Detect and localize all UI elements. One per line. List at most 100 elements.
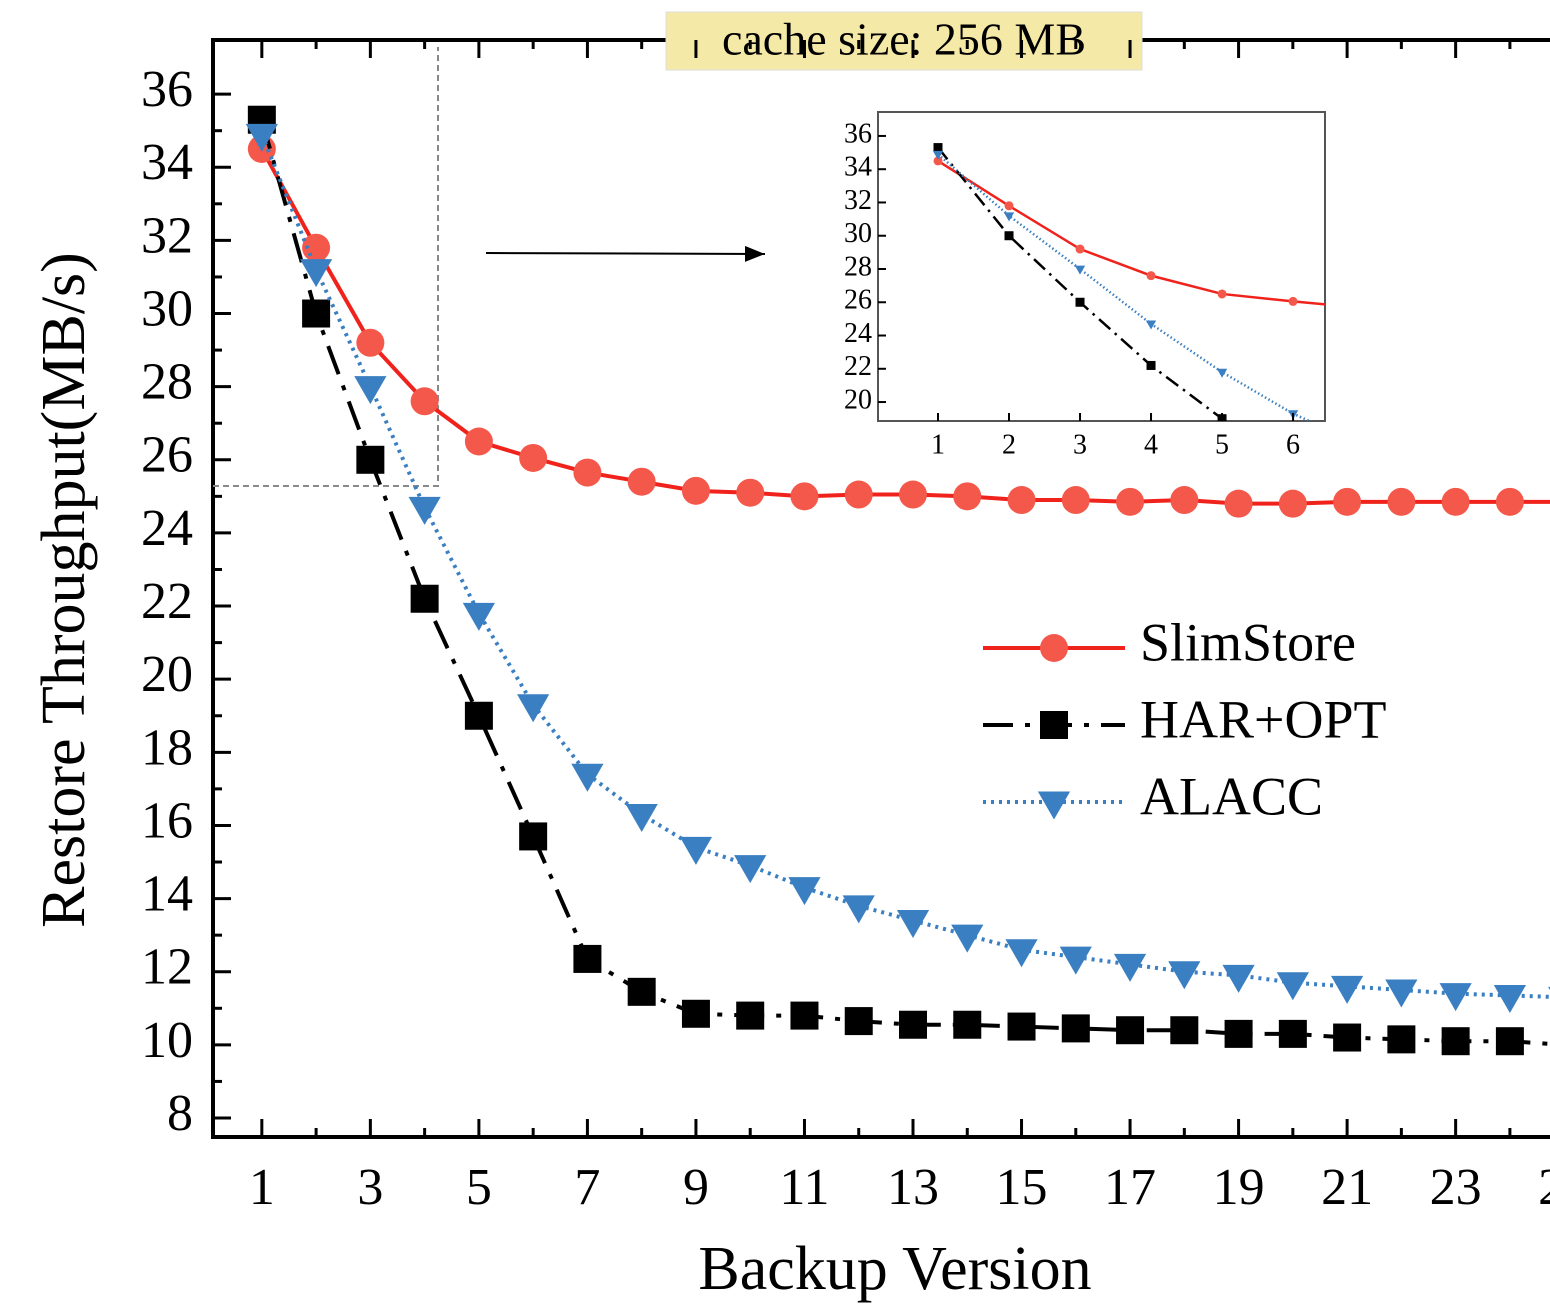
marker (1385, 979, 1418, 1008)
marker (1430, 460, 1440, 469)
y-tick-label: 26 (141, 427, 193, 484)
marker (410, 387, 439, 416)
marker (790, 482, 819, 511)
marker (1278, 1019, 1307, 1048)
y-tick-label: 8 (167, 1085, 193, 1142)
marker (1216, 368, 1228, 378)
y-tick-label: 36 (844, 118, 872, 149)
annotation-box (665, 11, 1143, 71)
y-tick-label: 12 (141, 939, 193, 996)
marker (932, 150, 944, 160)
main-plot (245, 105, 1550, 1056)
y-tick-label: 28 (844, 251, 872, 282)
marker (1007, 1012, 1036, 1041)
marker (736, 1001, 765, 1030)
x-tick-label: 11 (779, 1159, 829, 1216)
marker (1116, 487, 1145, 516)
marker (625, 803, 658, 832)
x-tick-label: 7 (574, 1159, 600, 1216)
marker (844, 480, 873, 509)
y-tick-label: 36 (141, 61, 193, 118)
marker (1278, 489, 1307, 518)
marker (1331, 975, 1364, 1004)
marker (679, 836, 713, 865)
marker (844, 1007, 873, 1036)
marker (1007, 486, 1036, 515)
x-tick-label: 3 (1073, 429, 1087, 460)
marker (1004, 201, 1014, 211)
marker (1061, 486, 1090, 515)
marker (1075, 297, 1085, 307)
x-tick-label: 5 (466, 1159, 492, 1216)
marker (933, 143, 943, 153)
x-tick-label: 5 (1215, 429, 1229, 460)
marker (300, 259, 333, 288)
marker (1170, 486, 1199, 515)
marker (1113, 953, 1147, 982)
marker (1040, 711, 1068, 739)
x-tick-label: 19 (1213, 1159, 1265, 1216)
marker (899, 1010, 927, 1039)
x-tick-label: 21 (1321, 1159, 1373, 1216)
marker (1040, 634, 1068, 662)
marker (517, 694, 550, 723)
marker (1360, 304, 1369, 313)
marker (681, 999, 710, 1028)
marker (1288, 296, 1298, 306)
y-tick-label: 20 (844, 384, 872, 415)
x-tick-label: 1 (931, 429, 945, 460)
y-tick-label: 24 (844, 318, 872, 349)
marker (1037, 791, 1071, 820)
marker (354, 376, 387, 405)
marker (1061, 1014, 1090, 1043)
x-tick-label: 3 (357, 1159, 383, 1216)
y-tick-label: 16 (141, 792, 193, 849)
marker (1333, 487, 1362, 516)
marker (356, 445, 385, 474)
marker (571, 763, 604, 792)
marker (1495, 487, 1524, 516)
marker (1217, 289, 1227, 299)
marker (951, 924, 984, 953)
marker (1059, 946, 1092, 975)
marker (302, 299, 331, 328)
marker (1146, 360, 1156, 370)
y-tick-label: 22 (844, 351, 872, 382)
y-tick-label: 24 (141, 500, 193, 557)
marker (573, 944, 602, 973)
marker (790, 1001, 819, 1030)
marker (1074, 265, 1086, 275)
x-tick-label: 23 (1430, 1159, 1482, 1216)
marker (1431, 308, 1440, 317)
marker (1003, 212, 1015, 222)
marker (842, 895, 875, 924)
marker (1075, 244, 1085, 254)
marker (1224, 1019, 1253, 1048)
marker (462, 602, 495, 631)
y-tick-label: 18 (141, 719, 193, 776)
marker (1493, 984, 1526, 1013)
marker (896, 910, 930, 939)
y-tick-label: 28 (141, 354, 193, 411)
marker (1222, 964, 1255, 993)
marker (1168, 961, 1201, 990)
marker (1360, 525, 1369, 534)
zoom-region (213, 47, 439, 487)
y-tick-label: 30 (844, 218, 872, 249)
legend-label: ALACC (1140, 766, 1323, 826)
marker (627, 467, 656, 496)
x-tick-label: 6 (1286, 429, 1300, 460)
marker (408, 496, 441, 525)
marker (1441, 487, 1470, 516)
marker (1359, 442, 1369, 451)
y-tick-label: 34 (141, 134, 193, 191)
marker (1333, 1023, 1362, 1052)
marker (627, 977, 656, 1006)
marker (1501, 475, 1511, 484)
marker (1387, 487, 1416, 516)
zoom-arrow (485, 245, 766, 262)
x-tick-label: 15 (996, 1159, 1048, 1216)
x-tick-label: 2 (1002, 429, 1016, 460)
